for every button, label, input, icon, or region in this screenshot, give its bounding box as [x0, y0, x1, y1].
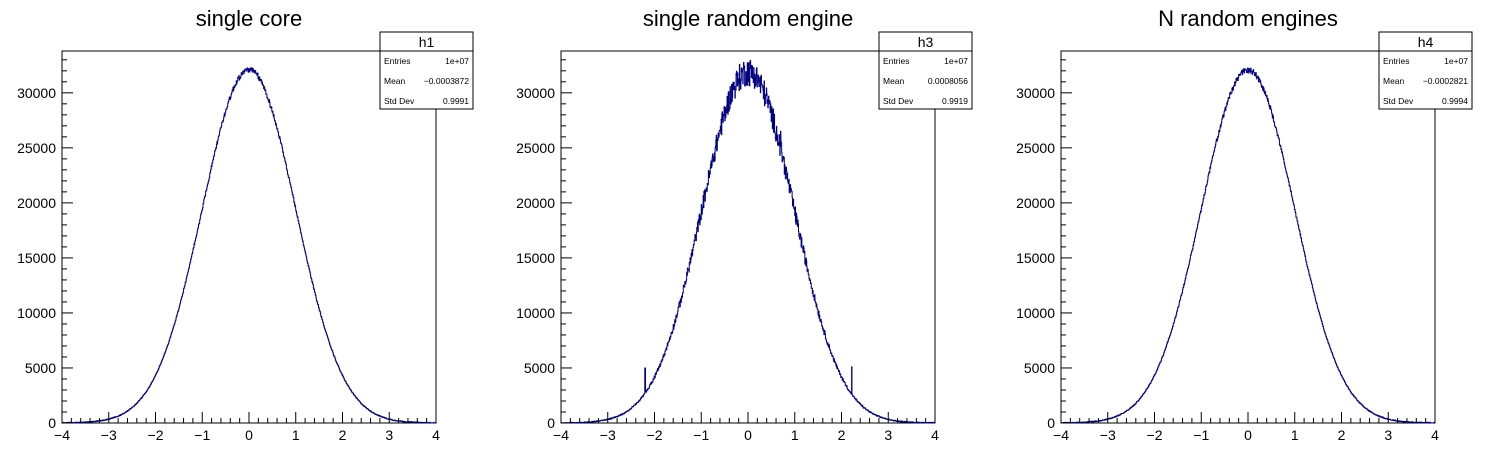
stats-mean-value: 0.0008056	[928, 76, 968, 86]
x-tick-label: −1	[693, 427, 709, 443]
x-tick-label: 2	[838, 427, 846, 443]
y-tick-label: 0	[1047, 415, 1055, 431]
x-tick-label: −3	[1100, 427, 1116, 443]
stats-mean-label: Mean	[384, 76, 406, 86]
x-tick-label: 1	[292, 427, 300, 443]
x-tick-label: 4	[432, 427, 440, 443]
stats-std-dev-label: Std Dev	[384, 96, 415, 106]
stats-box: h4 Entries 1e+07 Mean −0.0002821 Std Dev 0.999…	[1378, 31, 1473, 110]
x-tick-label: −4	[553, 427, 569, 443]
y-tick-label: 15000	[17, 250, 56, 266]
x-tick-label: −4	[1053, 427, 1069, 443]
x-tick-label: −3	[101, 427, 117, 443]
x-tick-label: 1	[791, 427, 799, 443]
x-tick-label: −2	[1147, 427, 1163, 443]
y-tick-label: 0	[547, 415, 555, 431]
y-tick-label: 10000	[17, 305, 56, 321]
y-tick-label: 30000	[516, 85, 555, 101]
x-tick-label: 4	[931, 427, 939, 443]
histogram-series	[61, 67, 437, 424]
y-tick-label: 15000	[516, 250, 555, 266]
x-tick-label: −2	[647, 427, 663, 443]
chart-title: single random engine	[643, 6, 853, 31]
y-tick-label: 20000	[17, 195, 56, 211]
stats-box-frame	[379, 31, 474, 110]
y-tick-label: 25000	[17, 140, 56, 156]
stats-mean-value: −0.0002821	[1423, 76, 1468, 86]
chart-title: N random engines	[1158, 6, 1338, 31]
stats-histogram-name: h4	[1418, 34, 1434, 50]
y-tick-label: 20000	[516, 195, 555, 211]
y-tick-label: 0	[48, 415, 56, 431]
chart-title: single core	[196, 6, 302, 31]
stats-entries-label: Entries	[1383, 56, 1409, 66]
y-tick-label: 30000	[1016, 85, 1055, 101]
stats-entries-label: Entries	[384, 56, 410, 66]
x-tick-label: −1	[1193, 427, 1209, 443]
y-tick-label: 5000	[524, 360, 555, 376]
stats-entries-value: 1e+07	[944, 56, 968, 66]
stats-mean-value: −0.0003872	[424, 76, 469, 86]
x-tick-label: 3	[385, 427, 393, 443]
y-tick-label: 10000	[516, 305, 555, 321]
histogram-panel: single random engine −4 −3 −2 −1 0 1 2 3 4 0 5000 10…	[516, 6, 973, 443]
y-tick-label: 20000	[1016, 195, 1055, 211]
stats-box: h3 Entries 1e+07 Mean 0.0008056 Std Dev 0.9919	[878, 31, 973, 110]
y-tick-label: 15000	[1016, 250, 1055, 266]
y-tick-label: 5000	[1024, 360, 1055, 376]
y-tick-label: 25000	[1016, 140, 1055, 156]
histogram-series	[1060, 67, 1436, 424]
histogram-panel: single core −4 −3 −2 −1 0 1 2 3 4 0 5000 10000 15000 2…	[17, 6, 474, 443]
stats-entries-value: 1e+07	[445, 56, 469, 66]
x-tick-label: −1	[194, 427, 210, 443]
y-tick-label: 5000	[25, 360, 56, 376]
x-tick-label: 0	[245, 427, 253, 443]
x-tick-label: 3	[884, 427, 892, 443]
stats-std-dev-value: 0.9919	[942, 96, 968, 106]
x-tick-label: 1	[1291, 427, 1299, 443]
x-tick-label: −2	[148, 427, 164, 443]
stats-entries-label: Entries	[883, 56, 909, 66]
stats-std-dev-label: Std Dev	[883, 96, 914, 106]
stats-box-frame	[1378, 31, 1473, 110]
histogram-panel: N random engines −4 −3 −2 −1 0 1 2 3 4 0 5000 10000 1…	[1016, 6, 1473, 443]
stats-std-dev-value: 0.9994	[1442, 96, 1468, 106]
y-tick-label: 25000	[516, 140, 555, 156]
stats-mean-label: Mean	[1383, 76, 1405, 86]
x-tick-label: 2	[1338, 427, 1346, 443]
x-tick-label: 2	[339, 427, 347, 443]
stats-std-dev-label: Std Dev	[1383, 96, 1414, 106]
stats-box-frame	[878, 31, 973, 110]
stats-mean-label: Mean	[883, 76, 905, 86]
stats-histogram-name: h1	[419, 34, 435, 50]
y-tick-label: 10000	[1016, 305, 1055, 321]
x-tick-label: 0	[744, 427, 752, 443]
x-tick-label: −3	[600, 427, 616, 443]
stats-histogram-name: h3	[918, 34, 934, 50]
x-tick-label: 0	[1244, 427, 1252, 443]
y-tick-label: 30000	[17, 85, 56, 101]
x-tick-label: −4	[54, 427, 70, 443]
stats-box: h1 Entries 1e+07 Mean −0.0003872 Std Dev 0.999…	[379, 31, 474, 110]
histogram-series	[560, 60, 936, 424]
stats-std-dev-value: 0.9991	[443, 96, 469, 106]
x-tick-label: 4	[1431, 427, 1439, 443]
x-tick-label: 3	[1384, 427, 1392, 443]
stats-entries-value: 1e+07	[1444, 56, 1468, 66]
